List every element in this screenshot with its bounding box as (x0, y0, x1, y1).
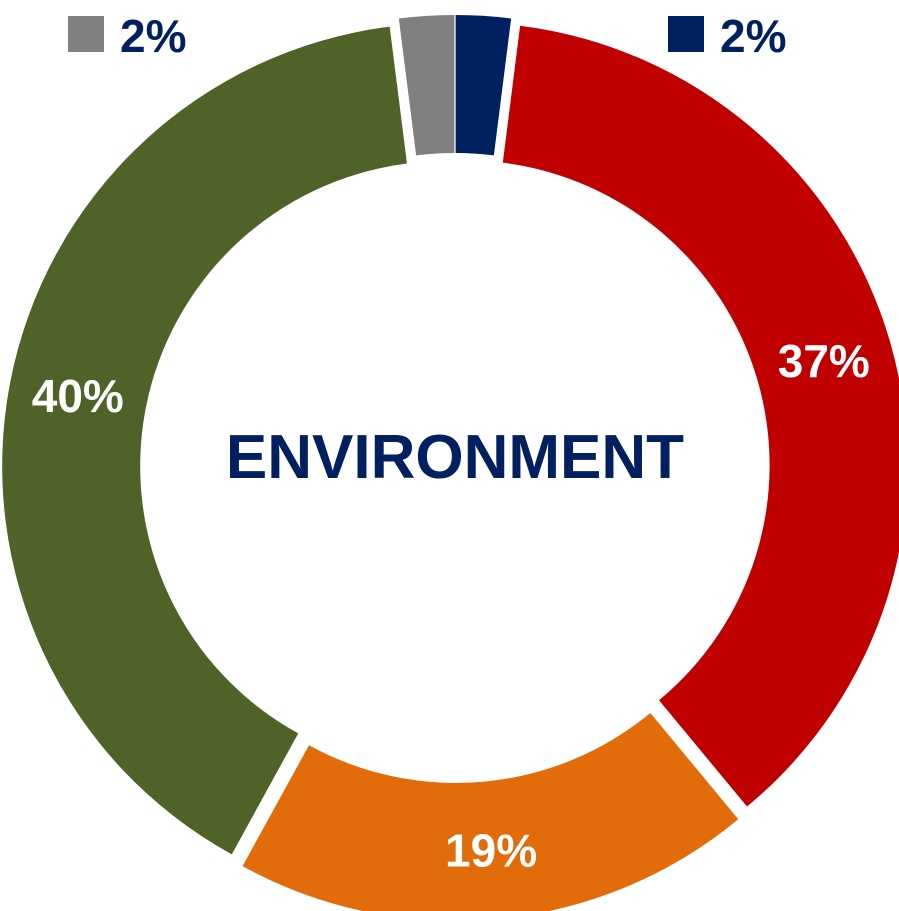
chart-title: ENVIRONMENT (226, 423, 684, 492)
legend-swatch (668, 16, 704, 52)
legend-swatch (68, 16, 104, 52)
donut-slice (398, 15, 455, 156)
donut-slice (455, 15, 512, 156)
legend: 2% 2% (68, 10, 786, 62)
legend-item: 2% (68, 10, 186, 62)
legend-label: 2% (120, 10, 186, 62)
slice-label: 37% (778, 335, 870, 387)
legend-label: 2% (720, 10, 786, 62)
donut-slice (2, 26, 407, 855)
slice-label: 19% (445, 824, 537, 876)
donut-slice (242, 712, 739, 911)
slice-label: 40% (32, 370, 124, 422)
slice-labels: 37% 19% 40% (32, 335, 870, 876)
legend-item: 2% (668, 10, 786, 62)
donut-slice (502, 25, 899, 807)
donut-slices (2, 15, 899, 911)
